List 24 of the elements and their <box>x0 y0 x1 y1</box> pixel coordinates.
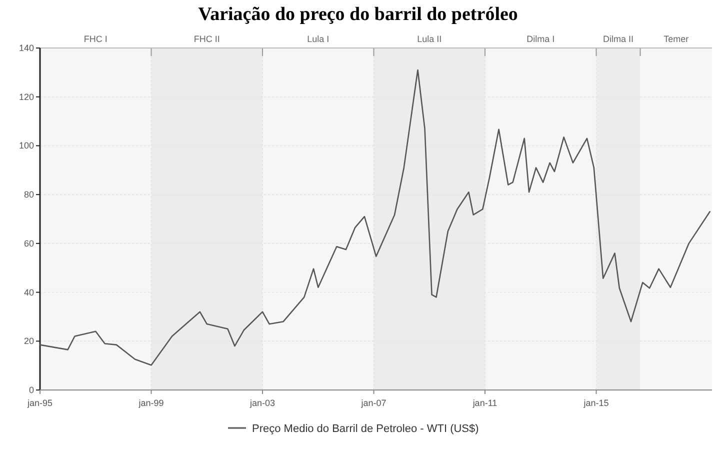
legend-label: Preço Medio do Barril de Petroleo - WTI (US$) <box>252 423 479 435</box>
band-label: Dilma I <box>526 34 555 44</box>
y-tick-label: 80 <box>24 190 34 200</box>
x-tick-label: jan-11 <box>472 398 498 408</box>
chart-title: Variação do preço do barril do petróleo <box>198 4 518 25</box>
band-label: Temer <box>664 34 689 44</box>
y-tick-label: 20 <box>24 336 34 346</box>
y-tick-label: 60 <box>24 238 34 248</box>
band-label: FHC II <box>194 34 220 44</box>
band-label: FHC I <box>84 34 108 44</box>
y-tick-label: 0 <box>28 385 34 395</box>
x-tick-label: jan-95 <box>26 398 53 408</box>
band-label: Lula II <box>417 34 442 44</box>
band-label: Lula I <box>307 34 330 44</box>
x-tick-label: jan-99 <box>138 398 164 408</box>
y-tick-label: 140 <box>18 43 34 53</box>
band-label: Dilma II <box>603 34 634 44</box>
x-tick-label: jan-03 <box>248 398 276 408</box>
y-tick-label: 40 <box>24 287 34 298</box>
x-tick-label: jan-15 <box>582 398 609 408</box>
x-tick-label: jan-07 <box>360 398 386 408</box>
y-tick-label: 100 <box>18 140 34 151</box>
line-series <box>39 69 711 366</box>
y-tick-label: 120 <box>18 92 34 102</box>
